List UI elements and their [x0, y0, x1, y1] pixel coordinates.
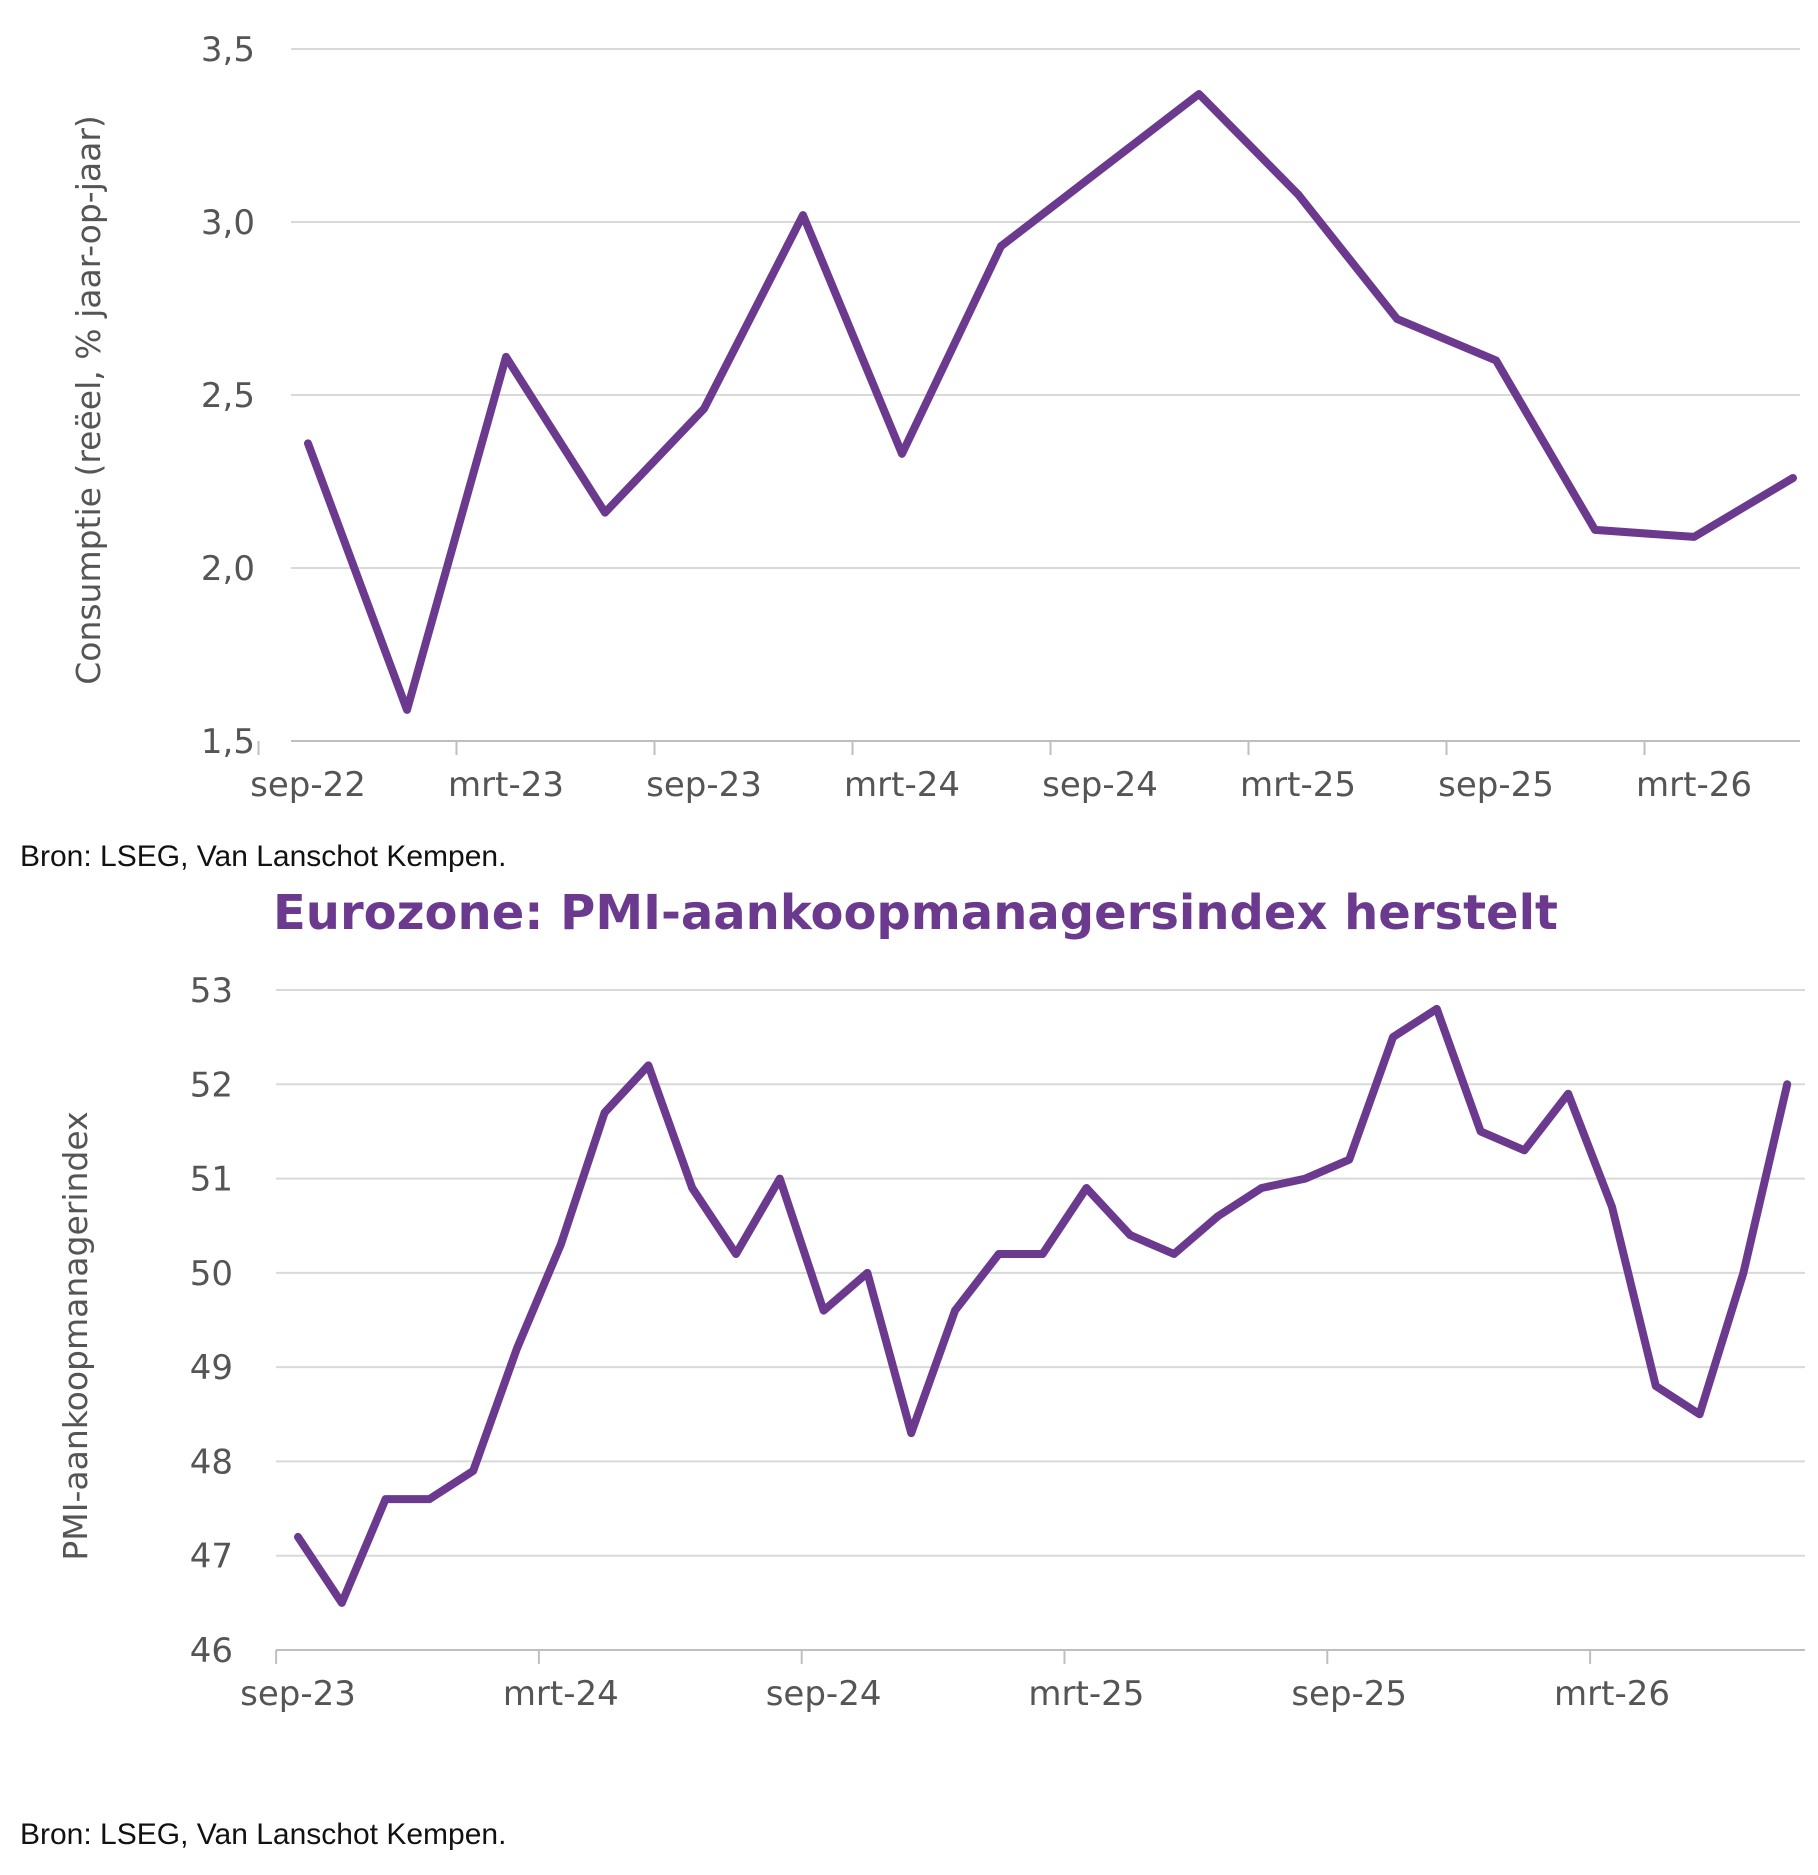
x-tick-label: sep-22	[250, 765, 366, 805]
y-tick-label: 3,0	[201, 203, 255, 243]
chart-title: Eurozone: PMI-aankoopmanagersindex herst…	[273, 885, 1558, 941]
y-tick-label: 50	[190, 1254, 233, 1294]
y-tick-label: 48	[190, 1442, 233, 1482]
series-line	[294, 1004, 1792, 1607]
x-tick-label: sep-23	[240, 1674, 356, 1714]
x-tick-label: mrt-25	[1028, 1674, 1144, 1714]
y-tick-label: 1,5	[201, 722, 255, 762]
x-tick-label: sep-25	[1291, 1674, 1407, 1714]
y-tick-label: 2,5	[201, 376, 255, 416]
y-tick-label: 2,0	[201, 549, 255, 589]
y-tick-label: 53	[190, 971, 233, 1011]
y-axis-title: PMI-aankoopmanagerindex	[56, 1111, 95, 1560]
source-note: Bron: LSEG, Van Lanschot Kempen.	[20, 840, 507, 873]
y-tick-label: 46	[190, 1631, 233, 1671]
pmi-chart: PMI-aankoopmanagerindex 46 47 48 49 50 51 52 53…	[56, 971, 1805, 1714]
x-tick-label: sep-24	[1042, 765, 1158, 805]
x-tick-label: mrt-26	[1636, 765, 1752, 805]
y-tick-label: 3,5	[201, 30, 255, 70]
x-tick-label: mrt-23	[448, 765, 564, 805]
y-axis-title: Consumptie (reëel, % jaar-op-jaar)	[69, 115, 108, 685]
x-tick-label: mrt-24	[503, 1674, 619, 1714]
x-tick-label: mrt-26	[1554, 1674, 1670, 1714]
consumption-chart: Consumptie (reëel, % jaar-op-jaar) 1,5 2,…	[69, 30, 1800, 805]
x-tick-label: sep-25	[1438, 765, 1554, 805]
x-tick-label: sep-23	[646, 765, 762, 805]
x-tick-label: sep-24	[766, 1674, 882, 1714]
y-tick-label: 47	[190, 1537, 233, 1577]
y-tick-label: 49	[190, 1348, 233, 1388]
y-tick-label: 51	[190, 1160, 233, 1200]
series-line	[304, 90, 1797, 714]
source-note: Bron: LSEG, Van Lanschot Kempen.	[20, 1818, 507, 1851]
x-tick-label: mrt-25	[1240, 765, 1356, 805]
x-tick-label: mrt-24	[844, 765, 960, 805]
y-tick-label: 52	[190, 1065, 233, 1105]
